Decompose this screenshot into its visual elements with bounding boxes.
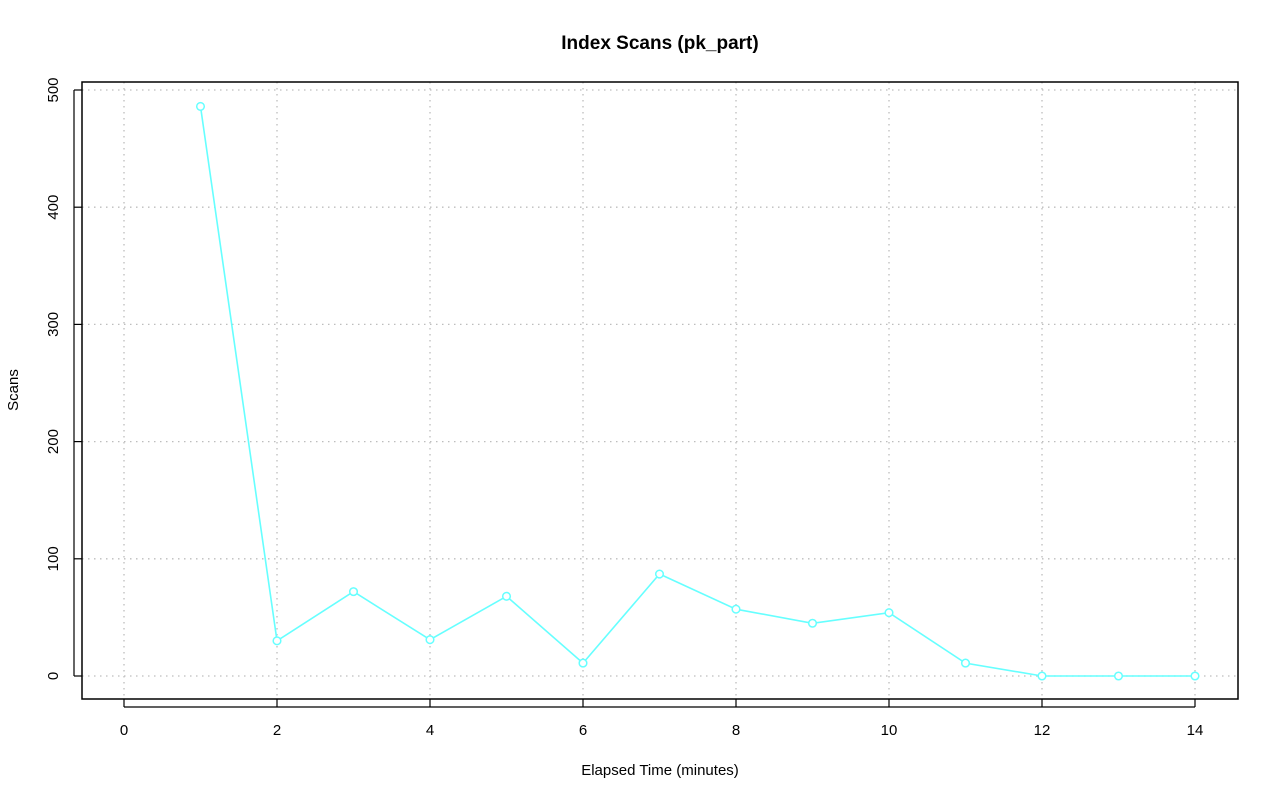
data-point xyxy=(1190,671,1200,681)
data-point xyxy=(1037,671,1047,681)
data-point xyxy=(731,604,741,614)
data-point xyxy=(807,618,818,628)
axes: 0 2 4 6 8 10 12 14 0 100 200 300 400 500 xyxy=(45,77,1203,739)
y-axis-label: Scans xyxy=(5,369,22,411)
data-point xyxy=(348,587,359,597)
data-point xyxy=(578,658,588,668)
x-tick-label: 4 xyxy=(426,722,434,739)
y-tick-label: 300 xyxy=(45,312,62,337)
y-tick-label: 0 xyxy=(45,672,62,680)
y-tick-label: 500 xyxy=(45,77,62,102)
data-point xyxy=(654,569,665,579)
series-line xyxy=(199,106,1195,677)
y-tick-label: 200 xyxy=(45,429,62,454)
data-point xyxy=(960,658,971,668)
data-point xyxy=(884,608,894,618)
x-tick-label: 8 xyxy=(732,722,740,739)
x-tick-label: 12 xyxy=(1034,722,1051,739)
x-tick-label: 0 xyxy=(120,722,128,739)
x-tick-label: 10 xyxy=(881,722,898,739)
data-point xyxy=(425,635,435,645)
data-point xyxy=(272,636,282,646)
x-tick-label: 2 xyxy=(273,722,281,739)
x-axis-label: Elapsed Time (minutes) xyxy=(581,762,739,779)
y-tick-label: 400 xyxy=(45,195,62,220)
grid xyxy=(82,82,1238,699)
data-point xyxy=(501,591,512,601)
series-layer xyxy=(195,101,1200,681)
x-tick-label: 14 xyxy=(1187,722,1204,739)
data-point xyxy=(1113,671,1124,681)
y-tick-label: 100 xyxy=(45,546,62,571)
x-tick-label: 6 xyxy=(579,722,587,739)
data-point xyxy=(195,101,206,111)
chart-title: Index Scans (pk_part) xyxy=(561,33,758,54)
plot-frame xyxy=(81,81,1239,700)
